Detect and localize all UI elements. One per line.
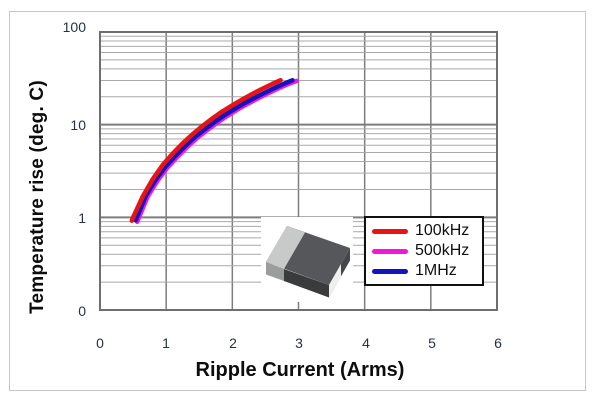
y-tick-10: 10	[70, 117, 86, 133]
curve-100kHz	[129, 77, 283, 223]
legend-line-500khz-icon	[372, 248, 408, 254]
capacitor-left-terminal	[266, 226, 305, 269]
legend-item-100khz: 100kHz	[372, 221, 476, 241]
x-tick-1: 1	[162, 335, 170, 351]
legend-line-1mhz-icon	[372, 268, 408, 274]
x-tick-3: 3	[295, 335, 303, 351]
plot-border	[99, 31, 498, 311]
legend: 100kHz 500kHz 1MHz	[364, 216, 484, 286]
x-tick-5: 5	[428, 335, 436, 351]
legend-label-100khz: 100kHz	[415, 222, 470, 239]
y-tick-0: 0	[78, 303, 86, 319]
x-tick-4: 4	[362, 335, 370, 351]
y-tick-1: 1	[78, 210, 86, 226]
y-tick-100: 100	[62, 19, 86, 35]
capacitor-image	[261, 217, 353, 302]
capacitor-front-face	[284, 269, 329, 298]
x-tick-0: 0	[96, 335, 104, 351]
legend-item-500khz: 500kHz	[372, 241, 476, 261]
x-axis-title: Ripple Current (Arms)	[195, 359, 405, 381]
legend-line-100khz-icon	[372, 228, 408, 234]
legend-item-1mhz: 1MHz	[372, 261, 476, 281]
capacitor-left-terminal-front	[266, 262, 284, 281]
legend-label-500khz: 500kHz	[415, 242, 470, 259]
x-tick-6: 6	[494, 335, 502, 351]
legend-label-1mhz: 1MHz	[415, 262, 457, 279]
x-tick-2: 2	[229, 335, 237, 351]
data-curves	[129, 77, 299, 225]
y-axis-title: Temperature rise (deg. C)	[27, 80, 48, 314]
capacitor-right-terminal	[329, 264, 341, 298]
curve-1MHz	[133, 77, 295, 223]
